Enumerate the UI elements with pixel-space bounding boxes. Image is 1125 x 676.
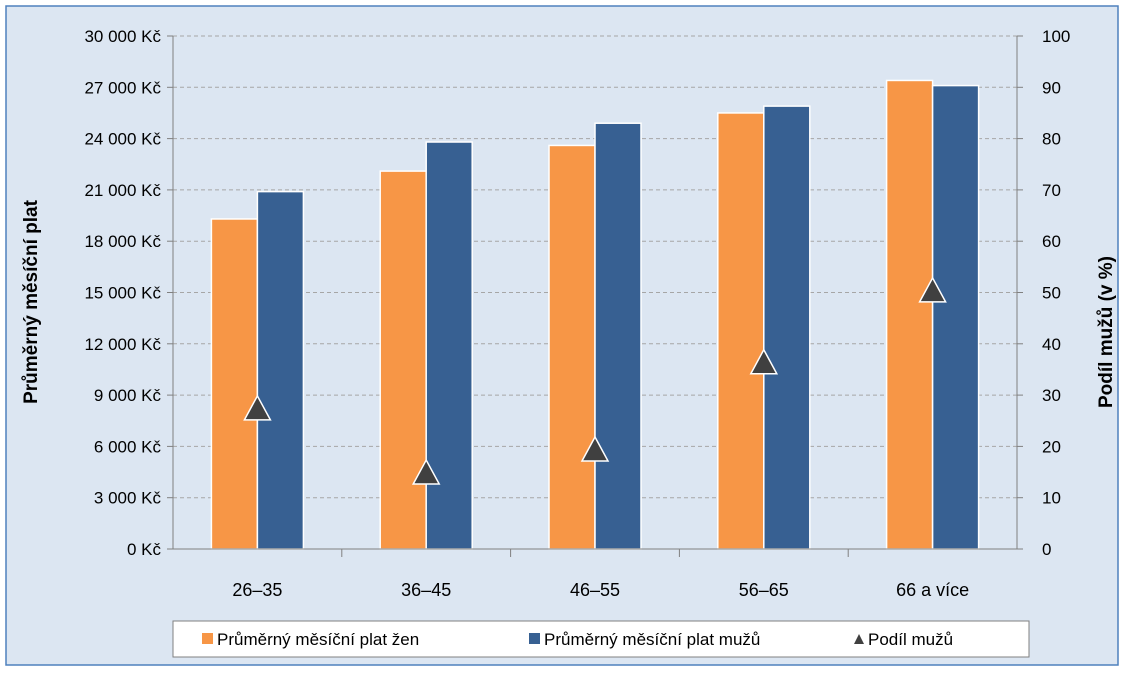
bar [425, 141, 473, 550]
y-axis-right-tick-label: 60 [1042, 232, 1061, 251]
x-axis-ticks: 26–35 36–45 46–55 56–65 66 a více [232, 580, 969, 600]
y-axis-right-tick-label: 90 [1042, 78, 1061, 97]
x-axis-tick-label: 66 a více [896, 580, 969, 600]
legend-label: Průměrný měsíční plat žen [217, 630, 419, 649]
y-axis-left-tick-label: 15 000 Kč [84, 284, 161, 303]
y-axis-right-tick-label: 20 [1042, 437, 1061, 456]
y-axis-right-tick-label: 70 [1042, 181, 1061, 200]
y-axis-right-tick-label: 40 [1042, 335, 1061, 354]
bar [885, 79, 934, 550]
y-axis-left-tick-label: 24 000 Kč [84, 130, 161, 149]
y-axis-left-tick-label: 12 000 Kč [84, 335, 161, 354]
marker-triangle [411, 458, 441, 485]
y-axis-right-ticks: 0 10 20 30 40 50 60 70 80 90 100 [1042, 27, 1070, 559]
y-axis-left-ticks: 0 Kč 3 000 Kč 6 000 Kč 9 000 Kč 12 000 Kč 15 … [84, 27, 161, 559]
legend-swatch [202, 633, 213, 644]
y-axis-left-tick-label: 21 000 Kč [84, 181, 161, 200]
marker-triangle [243, 394, 272, 421]
y-axis-left-title: Průměrný měsíční plat [21, 199, 42, 403]
y-axis-right-tick-label: 10 [1042, 489, 1061, 508]
legend-label: Průměrný měsíční plat mužů [544, 630, 760, 649]
marker-triangle [749, 348, 779, 375]
marker-triangle [580, 435, 610, 462]
x-axis-tick-label: 56–65 [739, 580, 789, 600]
x-axis-tick-label: 26–35 [232, 580, 282, 600]
y-axis-right-tick-label: 50 [1042, 284, 1061, 303]
bar [548, 144, 596, 550]
bar [256, 190, 305, 550]
y-axis-right-tick-label: 0 [1042, 540, 1051, 559]
y-axis-left-tick-label: 30 000 Kč [84, 27, 161, 46]
marker-triangle [918, 276, 947, 303]
y-axis-right-tick-label: 100 [1042, 27, 1070, 46]
x-axis-tick-label: 46–55 [570, 580, 620, 600]
bar [931, 84, 980, 550]
axes [167, 35, 1023, 557]
bar [717, 112, 765, 550]
y-axis-right-title: Podíl mužů (v %) [1096, 256, 1117, 408]
y-axis-left-tick-label: 6 000 Kč [94, 437, 162, 456]
legend-swatch [529, 633, 540, 644]
y-axis-left-tick-label: 18 000 Kč [84, 232, 161, 251]
y-axis-left-tick-label: 0 Kč [127, 540, 162, 559]
x-axis-tick-label: 36–45 [401, 580, 451, 600]
bars [210, 79, 980, 550]
legend: Průměrný měsíční plat žen Průměrný měsíčn… [172, 620, 1030, 658]
bar [379, 170, 427, 550]
y-axis-left-tick-label: 9 000 Kč [94, 386, 162, 405]
legend-label: Podíl mužů [868, 630, 953, 649]
bar [594, 122, 642, 550]
y-axis-left-tick-label: 3 000 Kč [94, 489, 162, 508]
y-axis-left-tick-label: 27 000 Kč [84, 78, 161, 97]
bar [763, 105, 811, 550]
bar [210, 218, 259, 550]
markers [243, 276, 947, 485]
legend-marker [854, 634, 864, 644]
y-axis-right-tick-label: 80 [1042, 130, 1061, 149]
legend-box [172, 620, 1030, 658]
y-axis-right-tick-label: 30 [1042, 386, 1061, 405]
